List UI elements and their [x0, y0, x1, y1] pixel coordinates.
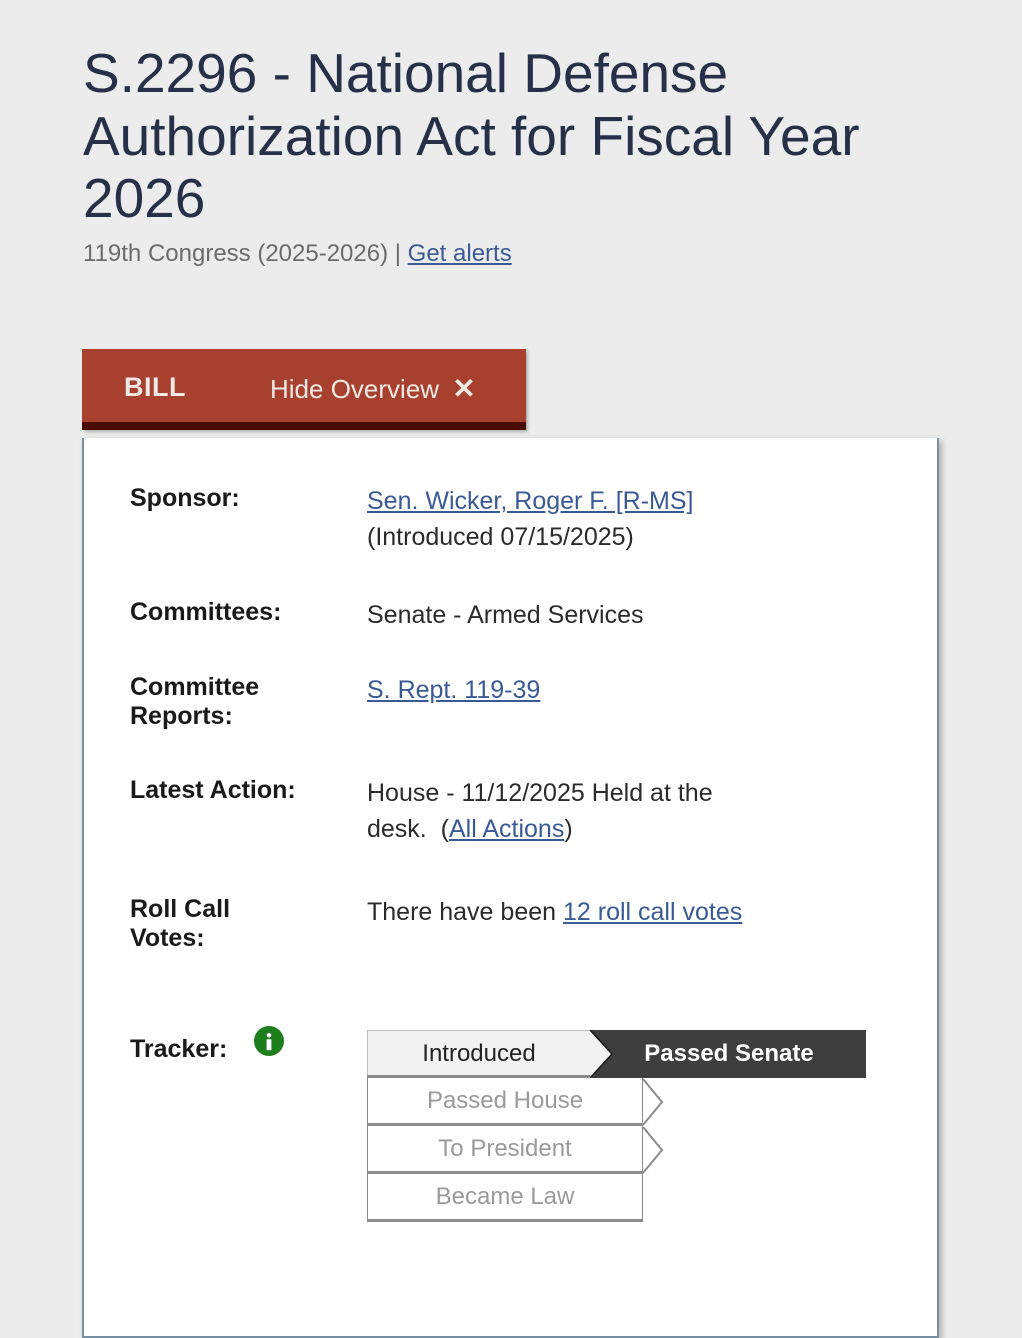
svg-text:Introduced: Introduced	[422, 1040, 535, 1067]
svg-text:Passed Senate: Passed Senate	[644, 1040, 813, 1067]
